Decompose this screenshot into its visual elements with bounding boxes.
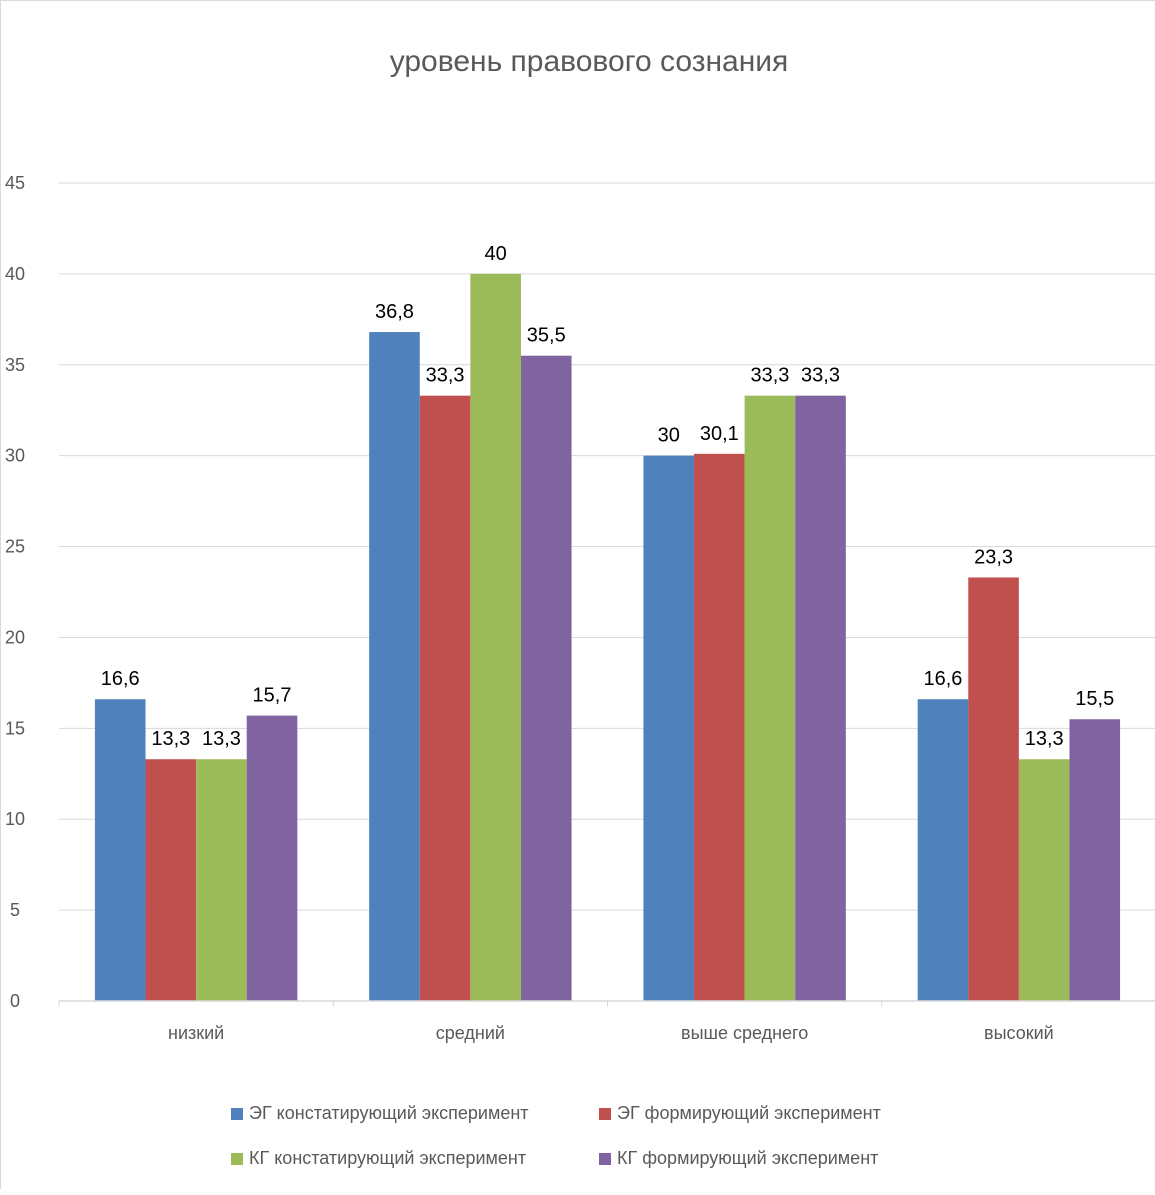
y-tick-label: 15	[5, 718, 25, 738]
y-tick-label: 25	[5, 537, 25, 557]
legend-label: ЭГ констатирующий эксперимент	[249, 1103, 529, 1123]
y-axis: 0 5 10 15 20 25 30 35 40 45	[5, 173, 25, 1011]
data-labels: 16,6 36,8 30 16,6 13,3 33,3 30,1 23,3 13,3 40 33,3…	[101, 243, 1114, 750]
bar	[917, 699, 969, 1001]
data-label: 15,5	[1075, 688, 1114, 710]
data-label: 16,6	[101, 668, 140, 690]
data-label: 13,3	[1025, 728, 1064, 750]
bar	[196, 759, 247, 1001]
y-tick-label: 10	[5, 809, 25, 829]
data-label: 13,3	[202, 728, 241, 750]
y-tick-label: 35	[5, 355, 25, 375]
bar	[744, 395, 796, 1001]
bar	[1018, 759, 1070, 1001]
data-label: 13,3	[151, 728, 190, 750]
bar	[145, 759, 197, 1001]
y-tick-label: 40	[5, 264, 25, 284]
x-tick-label: низкий	[168, 1023, 224, 1043]
legend-label: КГ констатирующий эксперимент	[249, 1148, 526, 1168]
legend-label: КГ формирующий эксперимент	[617, 1148, 878, 1168]
bar	[520, 355, 572, 1001]
bar	[643, 455, 695, 1002]
legend-swatch	[231, 1153, 243, 1165]
y-tick-label: 5	[10, 900, 20, 920]
x-tick-label: выше среднего	[681, 1023, 808, 1043]
chart-title: уровень правового сознания	[390, 45, 789, 78]
bar	[470, 273, 521, 1001]
y-tick-label: 20	[5, 627, 25, 647]
bar	[968, 577, 1019, 1001]
bars	[94, 273, 1121, 1002]
data-label: 33,3	[801, 365, 840, 387]
data-label: 30	[658, 425, 680, 447]
bar	[246, 715, 298, 1001]
bar	[369, 332, 420, 1002]
data-label: 36,8	[375, 301, 414, 323]
y-tick-label: 45	[5, 173, 25, 193]
data-label: 35,5	[527, 325, 566, 347]
x-tick-label: высокий	[984, 1023, 1054, 1043]
legend-swatch	[231, 1108, 243, 1120]
legend-label: ЭГ формирующий эксперимент	[617, 1103, 881, 1123]
legend: ЭГ констатирующий эксперимент ЭГ формирую…	[231, 1103, 881, 1168]
bar	[795, 395, 846, 1001]
data-label: 33,3	[426, 365, 465, 387]
data-label: 16,6	[924, 668, 963, 690]
data-label: 40	[485, 243, 507, 265]
legend-swatch	[599, 1153, 611, 1165]
data-label: 15,7	[253, 685, 292, 707]
y-tick-label: 0	[10, 991, 20, 1011]
bar	[694, 453, 745, 1001]
data-label: 33,3	[750, 365, 789, 387]
data-label: 30,1	[700, 423, 739, 445]
bar	[1069, 719, 1121, 1001]
legend-swatch	[599, 1108, 611, 1120]
bar	[419, 395, 471, 1001]
data-label: 23,3	[974, 546, 1013, 568]
x-tick-label: средний	[436, 1023, 505, 1043]
bar	[94, 699, 146, 1001]
x-axis: низкий средний выше среднего высокий	[58, 1000, 1155, 1043]
y-tick-label: 30	[5, 446, 25, 466]
